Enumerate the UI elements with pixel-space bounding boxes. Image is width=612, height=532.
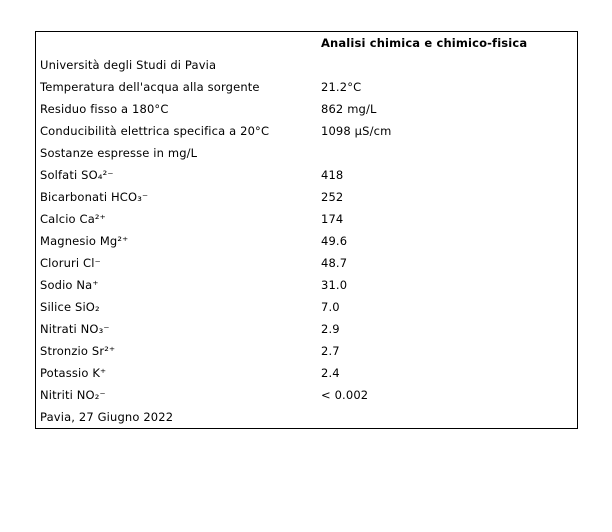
table-row: Temperatura dell'acqua alla sorgente 21.… xyxy=(36,76,577,98)
param-value: 49.6 xyxy=(321,234,348,248)
param-value: 2.7 xyxy=(321,344,340,358)
table-row: Università degli Studi di Pavia xyxy=(36,54,577,76)
param-label: Bicarbonati HCO₃⁻ xyxy=(40,190,149,204)
table-row: Solfati SO₄²⁻ 418 xyxy=(36,164,577,186)
param-value: 2.9 xyxy=(321,322,340,336)
param-value: 174 xyxy=(321,212,344,226)
table-row: Pavia, 27 Giugno 2022 xyxy=(36,406,577,428)
table-row: Cloruri Cl⁻ 48.7 xyxy=(36,252,577,274)
param-label: Potassio K⁺ xyxy=(40,366,107,380)
table-header-row: Analisi chimica e chimico-fisica xyxy=(36,32,577,54)
param-label: Solfati SO₄²⁻ xyxy=(40,168,114,182)
table-row: Residuo fisso a 180°C 862 mg/L xyxy=(36,98,577,120)
param-label: Calcio Ca²⁺ xyxy=(40,212,106,226)
table-row: Potassio K⁺ 2.4 xyxy=(36,362,577,384)
param-label: Nitrati NO₃⁻ xyxy=(40,322,110,336)
table-row: Nitrati NO₃⁻ 2.9 xyxy=(36,318,577,340)
param-value: 418 xyxy=(321,168,344,182)
table-row: Bicarbonati HCO₃⁻ 252 xyxy=(36,186,577,208)
table-row: Nitriti NO₂⁻ < 0.002 xyxy=(36,384,577,406)
analysis-table: Analisi chimica e chimico-fisica Univers… xyxy=(35,31,578,429)
param-value: 7.0 xyxy=(321,300,340,314)
param-value: 1098 µS/cm xyxy=(321,124,392,138)
param-value: 48.7 xyxy=(321,256,348,270)
param-label: Temperatura dell'acqua alla sorgente xyxy=(40,80,260,94)
param-value: 252 xyxy=(321,190,344,204)
table-row: Calcio Ca²⁺ 174 xyxy=(36,208,577,230)
param-value: 2.4 xyxy=(321,366,340,380)
table-row: Sodio Na⁺ 31.0 xyxy=(36,274,577,296)
param-label: Sodio Na⁺ xyxy=(40,278,99,292)
param-label: Conducibilità elettrica specifica a 20°C xyxy=(40,124,270,138)
table-row: Sostanze espresse in mg/L xyxy=(36,142,577,164)
table-row: Stronzio Sr²⁺ 2.7 xyxy=(36,340,577,362)
param-value: 21.2°C xyxy=(321,80,362,94)
table-title: Analisi chimica e chimico-fisica xyxy=(321,36,528,50)
param-label: Sostanze espresse in mg/L xyxy=(40,146,198,160)
param-label: Magnesio Mg²⁺ xyxy=(40,234,129,248)
table-row: Silice SiO₂ 7.0 xyxy=(36,296,577,318)
param-label: Università degli Studi di Pavia xyxy=(40,58,217,72)
param-label: Silice SiO₂ xyxy=(40,300,100,314)
param-label: Stronzio Sr²⁺ xyxy=(40,344,116,358)
param-label: Pavia, 27 Giugno 2022 xyxy=(40,410,174,424)
param-value: < 0.002 xyxy=(321,388,369,402)
param-value: 862 mg/L xyxy=(321,102,377,116)
param-value: 31.0 xyxy=(321,278,348,292)
param-label: Cloruri Cl⁻ xyxy=(40,256,101,270)
table-row: Magnesio Mg²⁺ 49.6 xyxy=(36,230,577,252)
table-row: Conducibilità elettrica specifica a 20°C… xyxy=(36,120,577,142)
param-label: Nitriti NO₂⁻ xyxy=(40,388,106,402)
param-label: Residuo fisso a 180°C xyxy=(40,102,169,116)
